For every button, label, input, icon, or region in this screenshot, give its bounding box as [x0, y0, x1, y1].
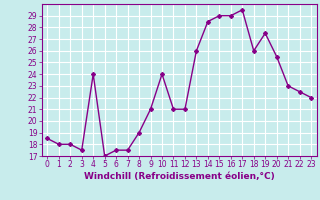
X-axis label: Windchill (Refroidissement éolien,°C): Windchill (Refroidissement éolien,°C): [84, 172, 275, 181]
